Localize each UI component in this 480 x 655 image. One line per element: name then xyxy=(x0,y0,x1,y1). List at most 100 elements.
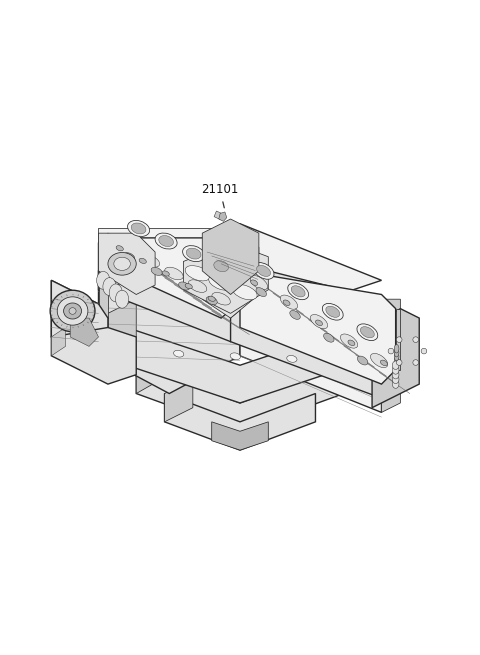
Polygon shape xyxy=(98,318,382,403)
Ellipse shape xyxy=(250,276,267,290)
Ellipse shape xyxy=(343,358,354,365)
Ellipse shape xyxy=(151,267,162,276)
Ellipse shape xyxy=(290,310,300,320)
Ellipse shape xyxy=(371,354,388,367)
Ellipse shape xyxy=(124,253,135,261)
Ellipse shape xyxy=(214,261,228,272)
Ellipse shape xyxy=(114,257,131,271)
Polygon shape xyxy=(98,318,108,360)
Ellipse shape xyxy=(116,246,123,251)
Ellipse shape xyxy=(256,288,266,297)
Ellipse shape xyxy=(174,350,184,357)
Polygon shape xyxy=(98,242,259,342)
Ellipse shape xyxy=(165,267,183,280)
Ellipse shape xyxy=(186,248,201,259)
Polygon shape xyxy=(311,346,344,394)
Polygon shape xyxy=(101,272,106,274)
Polygon shape xyxy=(98,242,108,318)
Polygon shape xyxy=(214,211,224,220)
Ellipse shape xyxy=(69,308,76,314)
Ellipse shape xyxy=(206,297,217,305)
Ellipse shape xyxy=(358,356,368,365)
Ellipse shape xyxy=(139,258,146,263)
Ellipse shape xyxy=(413,360,419,365)
Polygon shape xyxy=(165,394,315,450)
Polygon shape xyxy=(98,224,382,328)
Ellipse shape xyxy=(162,271,169,276)
Ellipse shape xyxy=(388,348,394,354)
Ellipse shape xyxy=(212,292,230,305)
Polygon shape xyxy=(165,379,193,422)
Ellipse shape xyxy=(315,320,323,326)
Polygon shape xyxy=(98,233,240,394)
Ellipse shape xyxy=(109,284,122,302)
Ellipse shape xyxy=(118,242,136,255)
Polygon shape xyxy=(101,276,106,277)
Ellipse shape xyxy=(323,303,343,320)
Text: 21101: 21101 xyxy=(201,183,239,208)
Ellipse shape xyxy=(392,380,399,388)
Ellipse shape xyxy=(179,282,190,290)
Ellipse shape xyxy=(230,353,240,360)
Ellipse shape xyxy=(311,314,328,329)
Ellipse shape xyxy=(103,278,116,295)
Ellipse shape xyxy=(185,284,192,289)
Polygon shape xyxy=(230,261,259,318)
Ellipse shape xyxy=(141,255,160,267)
Ellipse shape xyxy=(394,356,399,365)
Polygon shape xyxy=(212,422,268,450)
Ellipse shape xyxy=(232,284,257,300)
Polygon shape xyxy=(98,233,127,290)
Ellipse shape xyxy=(357,324,378,341)
Polygon shape xyxy=(101,269,106,271)
Ellipse shape xyxy=(128,221,150,236)
Ellipse shape xyxy=(210,258,232,274)
Ellipse shape xyxy=(96,271,110,290)
Ellipse shape xyxy=(155,233,177,249)
Polygon shape xyxy=(219,212,227,221)
Polygon shape xyxy=(136,365,344,431)
Ellipse shape xyxy=(185,266,210,281)
Polygon shape xyxy=(51,328,136,384)
Polygon shape xyxy=(101,279,106,280)
Ellipse shape xyxy=(116,290,129,308)
Ellipse shape xyxy=(50,290,95,331)
Polygon shape xyxy=(240,271,382,413)
Ellipse shape xyxy=(131,223,146,234)
Ellipse shape xyxy=(251,280,258,286)
Polygon shape xyxy=(98,229,259,261)
Polygon shape xyxy=(372,309,419,407)
Polygon shape xyxy=(230,261,400,398)
Ellipse shape xyxy=(380,360,387,365)
Polygon shape xyxy=(202,219,259,295)
Polygon shape xyxy=(396,309,400,370)
Ellipse shape xyxy=(253,263,274,279)
Polygon shape xyxy=(70,318,98,346)
Polygon shape xyxy=(51,280,108,365)
Ellipse shape xyxy=(182,246,204,261)
Ellipse shape xyxy=(108,253,136,275)
Polygon shape xyxy=(98,299,136,356)
Ellipse shape xyxy=(287,356,297,362)
Ellipse shape xyxy=(394,352,399,361)
Ellipse shape xyxy=(209,275,234,290)
Ellipse shape xyxy=(288,283,309,300)
Ellipse shape xyxy=(63,303,82,319)
Ellipse shape xyxy=(396,360,402,365)
Ellipse shape xyxy=(392,365,399,374)
Ellipse shape xyxy=(188,280,207,292)
Ellipse shape xyxy=(280,295,298,309)
Polygon shape xyxy=(202,271,259,318)
Ellipse shape xyxy=(57,297,88,325)
Ellipse shape xyxy=(291,286,305,297)
Polygon shape xyxy=(382,299,400,413)
Ellipse shape xyxy=(257,265,271,276)
Ellipse shape xyxy=(283,300,290,305)
Polygon shape xyxy=(108,238,250,318)
Polygon shape xyxy=(51,280,108,356)
Polygon shape xyxy=(51,328,65,356)
Ellipse shape xyxy=(396,337,402,343)
Polygon shape xyxy=(183,242,268,313)
Ellipse shape xyxy=(159,236,173,246)
Polygon shape xyxy=(98,233,108,290)
